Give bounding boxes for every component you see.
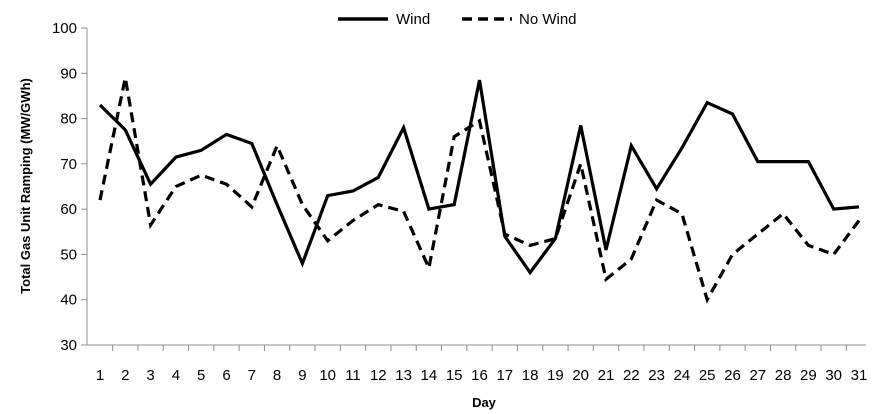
x-tick-label: 11 xyxy=(345,367,361,384)
series-line-wind xyxy=(98,79,860,276)
x-tick-label: 17 xyxy=(496,367,513,384)
x-tick-label: 15 xyxy=(446,367,463,384)
x-tick-label: 5 xyxy=(197,367,205,384)
x-tick-label: 3 xyxy=(146,367,154,384)
x-tick-label: 12 xyxy=(370,367,387,384)
legend-label-wind: Wind xyxy=(396,11,430,28)
x-tick-label: 26 xyxy=(724,367,741,384)
y-tick-label: 100 xyxy=(52,20,77,37)
x-tick-label: 14 xyxy=(421,367,438,384)
x-tick-label: 4 xyxy=(172,367,180,384)
x-tick-label: 31 xyxy=(851,367,868,384)
y-tick-label: 50 xyxy=(60,246,77,263)
x-tick-label: 24 xyxy=(674,367,691,384)
y-axis: 30 40 50 60 70 80 90 100 xyxy=(52,20,88,354)
x-tick-label: 29 xyxy=(800,367,817,384)
x-axis-title: Day xyxy=(472,395,497,410)
legend: Wind No Wind xyxy=(338,11,577,28)
y-tick-label: 70 xyxy=(60,156,77,173)
legend-label-no-wind: No Wind xyxy=(519,11,577,28)
x-tick-label: 7 xyxy=(248,367,256,384)
x-tick-label: 8 xyxy=(273,367,281,384)
y-tick-label: 30 xyxy=(60,337,77,354)
x-tick-label: 27 xyxy=(749,367,766,384)
x-tick-label: 10 xyxy=(319,367,336,384)
x-tick-label: 16 xyxy=(471,367,488,384)
series-line-no-wind xyxy=(98,77,861,304)
y-tick-label: 80 xyxy=(60,111,77,128)
x-tick-label: 23 xyxy=(648,367,665,384)
x-tick-label: 6 xyxy=(222,367,230,384)
x-tick-label: 9 xyxy=(298,367,306,384)
series-lines xyxy=(98,77,861,304)
x-tick-label: 28 xyxy=(775,367,792,384)
x-tick-label: 21 xyxy=(598,367,615,384)
y-tick-label: 90 xyxy=(60,65,77,82)
x-tick-label: 19 xyxy=(547,367,564,384)
y-tick-label: 40 xyxy=(60,292,77,309)
x-tick-label: 30 xyxy=(825,367,842,384)
x-tick-label: 20 xyxy=(572,367,589,384)
x-tick-label: 18 xyxy=(522,367,539,384)
x-tick-label: 13 xyxy=(395,367,412,384)
y-axis-title: Total Gas Unit Ramping (MW/GWh) xyxy=(18,78,33,294)
x-tick-label: 25 xyxy=(699,367,716,384)
x-tick-label: 1 xyxy=(96,367,104,384)
x-axis: 1 2 3 4 5 6 7 8 9 10 11 12 13 14 15 16 17 18 19 20 21 22 23 24 2… xyxy=(87,344,868,384)
x-tick-label: 2 xyxy=(121,367,129,384)
x-tick-label: 22 xyxy=(623,367,640,384)
y-tick-label: 60 xyxy=(60,201,77,218)
